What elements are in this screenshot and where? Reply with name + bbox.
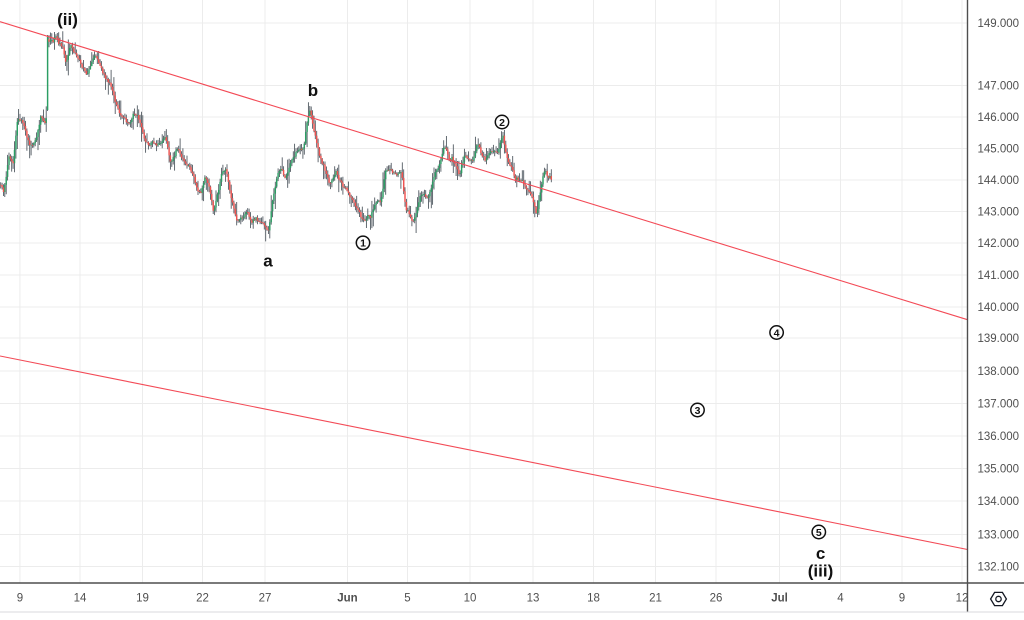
svg-text:4: 4 [774, 327, 780, 339]
svg-text:135.000: 135.000 [978, 464, 1020, 476]
svg-text:12: 12 [956, 593, 969, 605]
svg-text:132.100: 132.100 [978, 562, 1020, 574]
svg-text:b: b [308, 81, 318, 100]
svg-text:139.000: 139.000 [978, 333, 1020, 345]
svg-text:145.000: 145.000 [978, 144, 1020, 156]
svg-text:a: a [263, 252, 273, 271]
svg-text:5: 5 [816, 527, 822, 539]
svg-text:136.000: 136.000 [978, 431, 1020, 443]
svg-text:26: 26 [710, 593, 723, 605]
svg-text:149.000: 149.000 [978, 18, 1020, 30]
svg-text:134.000: 134.000 [978, 496, 1020, 508]
svg-text:146.000: 146.000 [978, 112, 1020, 124]
svg-text:22: 22 [196, 593, 209, 605]
svg-text:2: 2 [499, 117, 505, 129]
svg-text:133.000: 133.000 [978, 530, 1020, 542]
svg-text:141.000: 141.000 [978, 270, 1020, 282]
svg-text:137.000: 137.000 [978, 399, 1020, 411]
svg-text:5: 5 [404, 593, 410, 605]
svg-text:21: 21 [649, 593, 662, 605]
svg-text:142.000: 142.000 [978, 238, 1020, 250]
svg-text:Jul: Jul [771, 593, 788, 605]
svg-text:18: 18 [587, 593, 600, 605]
svg-text:138.000: 138.000 [978, 366, 1020, 378]
svg-text:Jun: Jun [337, 593, 357, 605]
svg-text:144.000: 144.000 [978, 175, 1020, 187]
svg-text:143.000: 143.000 [978, 207, 1020, 219]
svg-text:10: 10 [464, 593, 477, 605]
svg-text:140.000: 140.000 [978, 302, 1020, 314]
svg-text:9: 9 [899, 593, 905, 605]
svg-text:(ii): (ii) [57, 10, 78, 29]
svg-text:19: 19 [136, 593, 149, 605]
svg-text:9: 9 [17, 593, 23, 605]
svg-text:13: 13 [527, 593, 540, 605]
svg-text:3: 3 [695, 405, 701, 417]
svg-text:c: c [816, 544, 825, 563]
svg-text:1: 1 [360, 238, 366, 250]
svg-text:4: 4 [837, 593, 844, 605]
svg-text:(iii): (iii) [808, 562, 834, 581]
svg-text:14: 14 [74, 593, 87, 605]
svg-text:147.000: 147.000 [978, 81, 1020, 93]
svg-text:27: 27 [259, 593, 272, 605]
